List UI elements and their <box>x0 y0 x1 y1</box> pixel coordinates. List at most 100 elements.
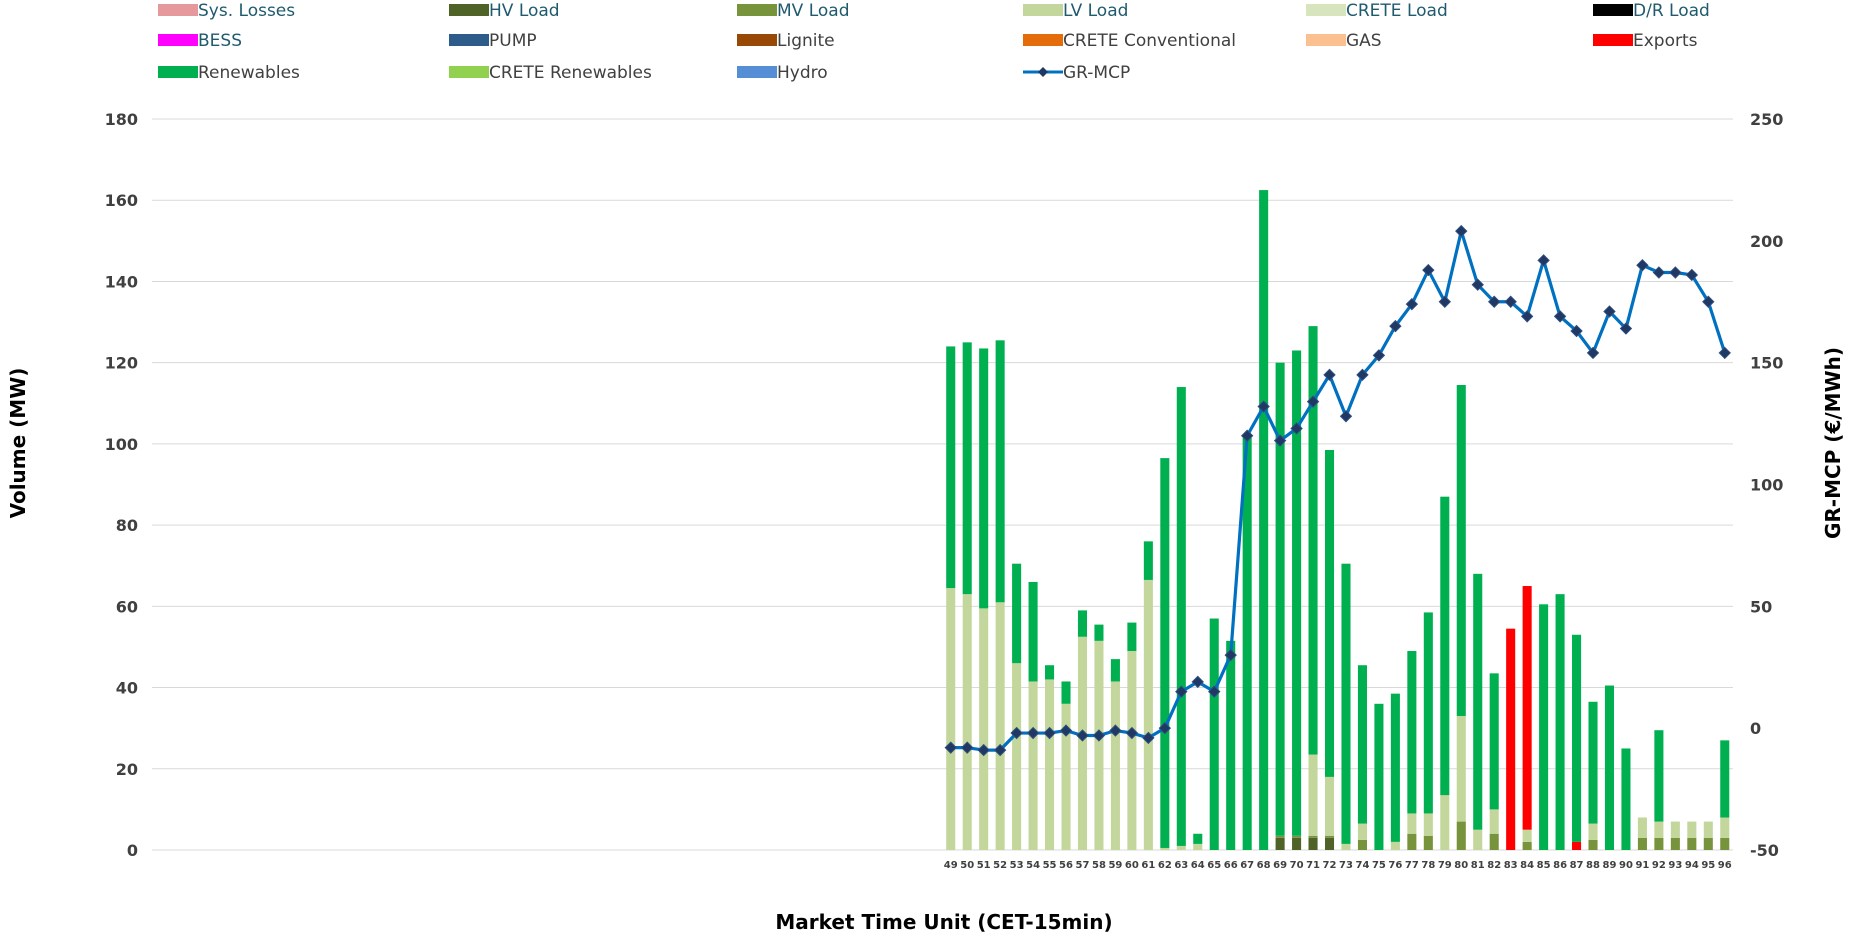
bar-segment <box>946 588 956 850</box>
legend-label: Lignite <box>777 31 835 51</box>
line-marker <box>977 743 990 757</box>
y2-tick-label: -50 <box>1750 841 1779 860</box>
legend-swatch <box>737 66 777 78</box>
y2-tick-label: 0 <box>1750 719 1761 738</box>
bar-segment <box>962 594 972 850</box>
x-tick-label: 56 <box>1059 860 1073 871</box>
bar-segment <box>1324 449 1335 777</box>
axis-ticks: 0 20 40 60 80 100 120 140 160 180 -50 0 50 100 150 200 2… <box>105 110 1784 871</box>
legend-item: Exports <box>1593 31 1698 51</box>
gridlines <box>152 118 1733 851</box>
bar-segment <box>1357 823 1367 840</box>
bar-segment <box>1572 841 1582 850</box>
y2-tick-label: 250 <box>1750 110 1783 129</box>
x-tick-label: 52 <box>993 860 1007 871</box>
x-tick-label: 81 <box>1471 860 1485 871</box>
x-tick-label: 96 <box>1718 860 1732 871</box>
x-tick-label: 50 <box>960 860 974 871</box>
x-tick-label: 60 <box>1125 860 1139 871</box>
legend-item: GR-MCP <box>1023 63 1130 83</box>
bar-segment <box>1456 385 1466 716</box>
bar-segment <box>1012 563 1022 664</box>
bar-segment <box>1423 813 1433 836</box>
line-marker <box>1125 726 1139 740</box>
x-tick-label: 64 <box>1191 860 1205 871</box>
line-marker <box>1372 349 1386 362</box>
legend-label: CRETE Conventional <box>1063 31 1236 51</box>
x-tick-label: 62 <box>1158 860 1172 871</box>
x-tick-label: 55 <box>1043 860 1057 871</box>
bar-segment <box>1489 809 1499 834</box>
legend-swatch <box>1023 4 1063 16</box>
x-tick-label: 94 <box>1685 860 1699 871</box>
y-tick-label: 40 <box>116 679 138 698</box>
bar-segment <box>1094 640 1104 850</box>
line-marker <box>1504 295 1517 308</box>
legend-swatch <box>449 4 489 16</box>
line-marker <box>1702 295 1715 308</box>
line-marker <box>960 741 974 754</box>
line-marker <box>1306 395 1320 408</box>
legend-swatch <box>158 4 198 16</box>
legend-label: Sys. Losses <box>198 1 295 21</box>
legend-label: Exports <box>1633 31 1698 51</box>
bar-segment <box>1094 624 1104 641</box>
legend-swatch <box>158 66 198 78</box>
legend-label: CRETE Renewables <box>489 63 652 83</box>
x-tick-label: 78 <box>1421 860 1435 871</box>
legend-swatch <box>158 34 198 46</box>
bar-segment <box>1292 837 1302 850</box>
x-tick-label: 70 <box>1290 860 1304 871</box>
x-tick-label: 88 <box>1586 860 1600 871</box>
line-marker <box>1718 346 1731 360</box>
x-tick-label: 92 <box>1652 860 1666 871</box>
bar-segment <box>1275 362 1285 836</box>
bar-segment <box>1670 837 1680 850</box>
legend-item: LV Load <box>1023 1 1128 21</box>
x-tick-label: 74 <box>1355 860 1369 871</box>
bar-segment <box>1720 740 1730 818</box>
y-tick-label: 120 <box>105 354 138 373</box>
y-tick-label: 60 <box>116 597 138 616</box>
line-marker <box>1520 310 1534 323</box>
x-tick-label: 77 <box>1405 860 1419 871</box>
bar-segment <box>1407 651 1417 814</box>
line-marker <box>1010 726 1023 740</box>
x-tick-label: 87 <box>1570 860 1584 871</box>
legend-swatch <box>449 34 489 46</box>
x-tick-label: 59 <box>1108 860 1122 871</box>
y2-tick-label: 100 <box>1750 476 1783 495</box>
y-tick-label: 160 <box>105 191 138 210</box>
bar-segment <box>1110 659 1120 682</box>
bar-segment <box>1242 437 1252 850</box>
bar-segment <box>1061 703 1071 850</box>
bar-segment <box>1143 579 1153 850</box>
legend-item: MV Load <box>737 1 849 21</box>
line-marker <box>1619 322 1633 335</box>
y-tick-label: 100 <box>105 435 138 454</box>
legend-label: PUMP <box>489 31 537 51</box>
x-tick-label: 69 <box>1273 860 1287 871</box>
line-marker <box>1273 434 1287 447</box>
x-tick-label: 84 <box>1520 860 1534 871</box>
bar-segment <box>1357 839 1367 850</box>
line-marker <box>1339 410 1353 423</box>
line-marker <box>1636 258 1649 272</box>
y-tick-label: 140 <box>105 272 138 291</box>
bar-segment <box>1160 847 1170 850</box>
legend-label: LV Load <box>1063 1 1128 21</box>
bar-segment <box>1045 679 1055 850</box>
bar-segment <box>1374 703 1384 850</box>
line-marker <box>1092 729 1106 742</box>
line-marker <box>1537 254 1550 267</box>
x-tick-label: 72 <box>1323 860 1337 871</box>
line-marker <box>1257 400 1270 413</box>
bar-segment <box>1423 612 1433 814</box>
line-marker <box>1059 724 1073 737</box>
line-marker <box>1142 731 1155 745</box>
legend-label: D/R Load <box>1633 1 1710 21</box>
legend-label: Hydro <box>777 63 828 83</box>
line-marker <box>1570 324 1583 338</box>
legend-item: Renewables <box>158 63 300 83</box>
